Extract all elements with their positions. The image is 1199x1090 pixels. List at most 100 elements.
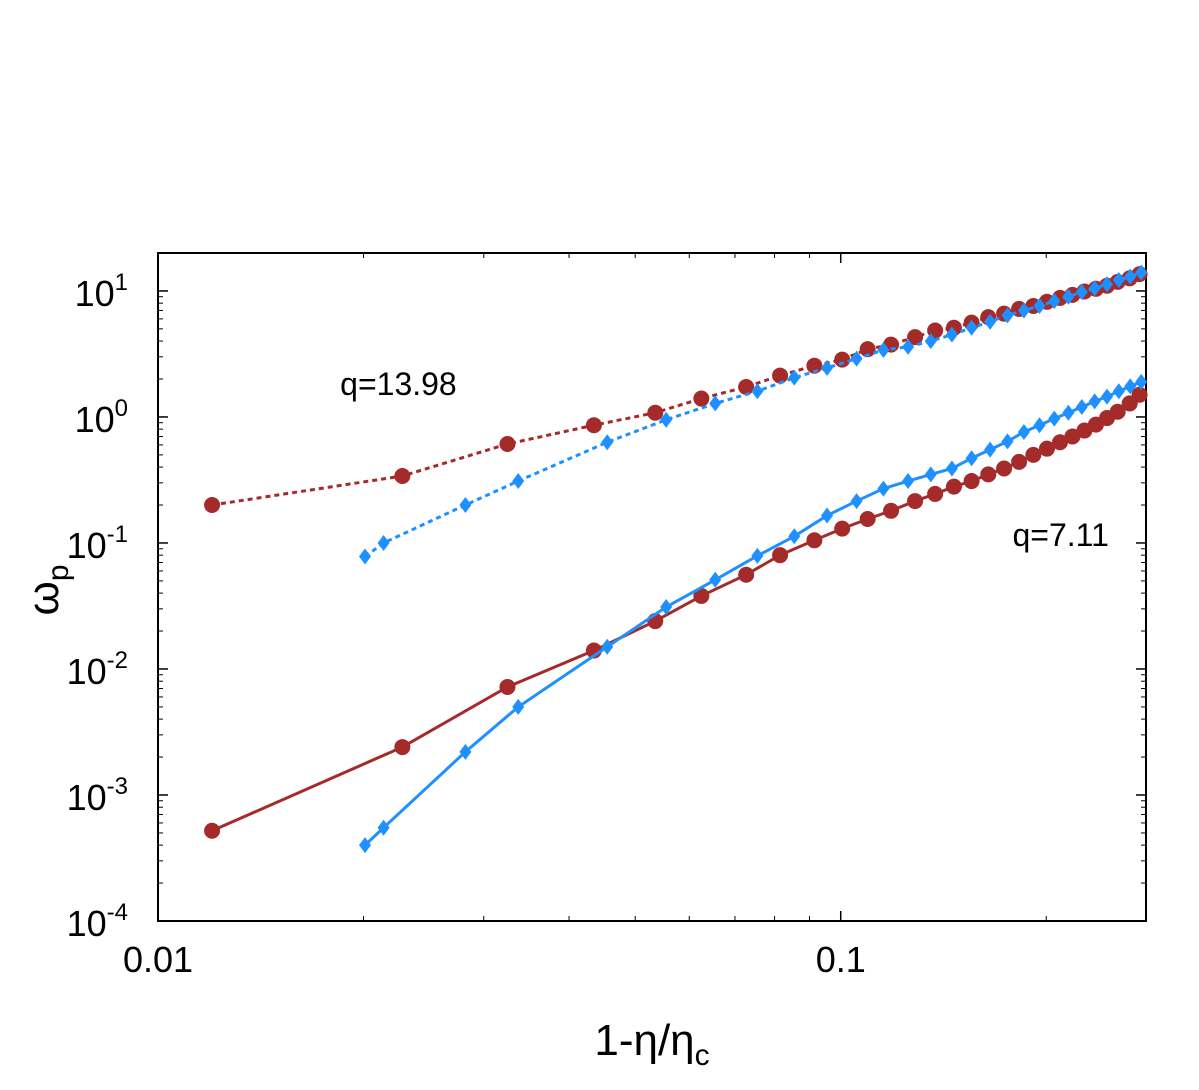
data-point-circle (907, 493, 924, 510)
data-point-diamond (788, 528, 801, 545)
data-point-circle (980, 466, 997, 483)
data-point-diamond (877, 341, 890, 358)
y-tick-label-exponent: -4 (107, 899, 128, 926)
y-tick-label-base: 10 (67, 651, 107, 692)
data-point-diamond (709, 395, 722, 412)
data-point-diamond (709, 571, 722, 588)
data-point-diamond (1062, 288, 1075, 305)
data-point-diamond (377, 534, 390, 551)
data-point-circle (772, 547, 789, 564)
data-point-circle (204, 822, 221, 839)
data-point-circle (806, 357, 823, 374)
data-point-diamond (1075, 284, 1088, 301)
data-point-diamond (965, 319, 978, 336)
data-point-circle (806, 532, 823, 549)
data-point-diamond (512, 698, 525, 715)
series-line (363, 380, 1142, 847)
data-point-diamond (660, 599, 673, 616)
data-point-circle (883, 502, 900, 519)
y-tick-label-base: 10 (67, 525, 107, 566)
data-point-diamond (1112, 383, 1125, 400)
data-point-circle (945, 478, 962, 495)
y-tick-label: 10-2 (67, 647, 128, 692)
data-point-circle (499, 678, 516, 695)
data-point-diamond (924, 333, 937, 350)
data-point-diamond (945, 326, 958, 343)
data-point-circle (394, 739, 411, 756)
y-tick-label: 10-4 (67, 899, 128, 944)
data-point-circle (907, 329, 924, 346)
data-point-diamond (1101, 276, 1114, 293)
plot-frame (157, 252, 1147, 922)
data-point-diamond (1101, 388, 1114, 405)
data-point-diamond (1088, 280, 1101, 297)
data-point-diamond (1112, 272, 1125, 289)
data-point-circle (1051, 434, 1068, 451)
y-tick-label-exponent: -3 (107, 773, 128, 800)
data-point-diamond (660, 411, 673, 428)
y-axis-label-sub: p (42, 564, 75, 581)
y-tick-label-exponent: -1 (107, 521, 128, 548)
data-point-diamond (601, 434, 614, 451)
data-point-diamond (358, 548, 371, 565)
data-point-circle (1064, 428, 1081, 445)
data-point-diamond (850, 350, 863, 367)
data-point-diamond (1062, 404, 1075, 421)
data-point-diamond (902, 338, 915, 355)
data-point-circle (693, 587, 710, 604)
x-axis-label-base: 1-η/η (594, 1016, 694, 1065)
data-point-circle (772, 367, 789, 384)
x-axis-label-sub: c (695, 1039, 710, 1072)
data-point-diamond (1001, 433, 1014, 450)
data-point-circle (1131, 386, 1148, 403)
data-point-circle (693, 390, 710, 407)
data-point-diamond (984, 441, 997, 458)
data-point-diamond (1048, 293, 1061, 310)
data-point-circle (1038, 440, 1055, 457)
data-point-diamond (1124, 268, 1137, 285)
minor-ticks (158, 252, 1146, 921)
data-point-diamond (1135, 264, 1148, 281)
data-point-circle (647, 404, 664, 421)
data-point-circle (927, 485, 944, 502)
data-point-diamond (512, 473, 525, 490)
data-point-diamond (965, 450, 978, 467)
data-point-circle (1109, 403, 1126, 420)
y-tick-label-base: 10 (67, 903, 107, 944)
data-point-circle (738, 566, 755, 583)
data-point-diamond (877, 480, 890, 497)
data-point-diamond (850, 493, 863, 510)
data-point-diamond (1033, 297, 1046, 314)
data-point-circle (963, 473, 980, 490)
series-annotation: q=13.98 (340, 366, 457, 402)
series-line (211, 393, 1141, 833)
data-point-circle (834, 351, 851, 368)
data-point-diamond (1033, 417, 1046, 434)
data-point-circle (394, 467, 411, 484)
data-point-circle (499, 435, 516, 452)
data-point-diamond (358, 837, 371, 854)
y-tick-label: 10-3 (67, 773, 128, 818)
data-point-circle (204, 497, 221, 514)
data-point-circle (585, 417, 602, 434)
y-tick-label: 101 (75, 269, 128, 314)
data-point-diamond (945, 460, 958, 477)
series-layer (204, 264, 1148, 854)
data-point-circle (738, 378, 755, 395)
data-point-diamond (601, 638, 614, 655)
data-point-diamond (459, 743, 472, 760)
data-point-circle (859, 510, 876, 527)
y-axis-label-base: ω (19, 581, 68, 615)
x-tick-label: 0.1 (816, 939, 866, 980)
data-point-diamond (1075, 398, 1088, 415)
data-point-circle (996, 460, 1013, 477)
data-point-diamond (377, 819, 390, 836)
y-tick-label: 10-1 (67, 521, 128, 566)
y-axis-label: ωp (19, 564, 75, 615)
data-point-diamond (821, 507, 834, 524)
data-point-diamond (902, 473, 915, 490)
data-point-diamond (924, 466, 937, 483)
data-point-diamond (1088, 393, 1101, 410)
